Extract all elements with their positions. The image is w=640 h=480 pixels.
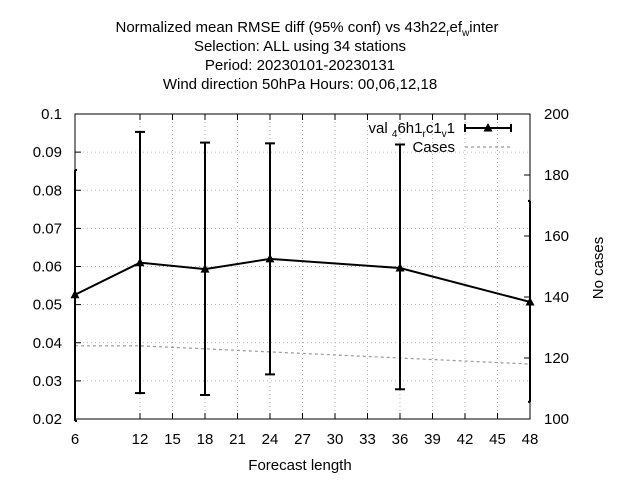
- y2-tick-label: 100: [544, 411, 569, 428]
- x-tick-label: 24: [262, 431, 279, 448]
- y-tick-label: 0.03: [33, 373, 62, 390]
- y-tick-label: 0.04: [33, 335, 62, 352]
- main-line: [74, 257, 531, 303]
- x-tick-label: 36: [392, 431, 409, 448]
- y-tick-label: 0.05: [33, 297, 62, 314]
- title-line-3: Period: 20230101-20230131: [205, 57, 395, 74]
- y2-axis-label: No cases: [590, 237, 607, 300]
- data-point-marker: [395, 263, 405, 272]
- x-tick-label: 30: [327, 431, 344, 448]
- legend-marker: [483, 123, 493, 132]
- data-point-marker: [135, 257, 145, 267]
- title-line-1: Normalized mean RMSE diff (95% conf) vs …: [116, 19, 499, 39]
- y-axis-ticks: 0.02 0.03 0.04 0.05 0.06 0.07 0.08 0.09 0.1: [33, 106, 81, 428]
- data-point-marker: [200, 264, 210, 273]
- legend-label-cases: Cases: [412, 139, 455, 156]
- title-line-2: Selection: ALL using 34 stations: [194, 38, 406, 55]
- grid-lines: [75, 114, 530, 419]
- y2-tick-label: 160: [544, 228, 569, 245]
- y2-tick-label: 180: [544, 167, 569, 184]
- x-tick-label: 33: [359, 431, 376, 448]
- y2-tick-label: 120: [544, 350, 569, 367]
- x-tick-label: 27: [294, 431, 311, 448]
- y2-axis-ticks: 100 120 140 160 180 200: [524, 106, 569, 428]
- x-tick-label: 45: [489, 431, 506, 448]
- x-tick-label: 21: [229, 431, 246, 448]
- x-tick-label: 18: [197, 431, 214, 448]
- x-tick-label: 39: [424, 431, 441, 448]
- y2-tick-label: 140: [544, 289, 569, 306]
- data-point-marker: [70, 289, 80, 299]
- y-tick-label: 0.02: [33, 411, 62, 428]
- x-tick-label: 48: [522, 431, 539, 448]
- y-tick-label: 0.1: [41, 106, 62, 123]
- x-tick-label: 15: [164, 431, 181, 448]
- data-point-marker: [265, 253, 275, 263]
- legend-label-series: val 46h1rc1v1: [369, 120, 455, 140]
- error-bars: [74, 130, 531, 422]
- y-tick-label: 0.09: [33, 144, 62, 161]
- x-tick-label: 12: [132, 431, 149, 448]
- x-axis-label: Forecast length: [248, 457, 351, 474]
- main-series: [70, 253, 535, 306]
- x-tick-label: 42: [457, 431, 474, 448]
- x-tick-label: 6: [71, 431, 79, 448]
- y-tick-label: 0.08: [33, 182, 62, 199]
- chart-title: Normalized mean RMSE diff (95% conf) vs …: [116, 19, 499, 93]
- x-axis-ticks: 6 12 15 18 21 24 27 30 33 36 39 42 45 48: [71, 114, 539, 448]
- data-point-marker: [525, 296, 535, 306]
- y-tick-label: 0.07: [33, 220, 62, 237]
- y-tick-label: 0.06: [33, 259, 62, 276]
- y2-tick-label: 200: [544, 106, 569, 123]
- cases-line: [75, 345, 531, 365]
- title-line-4: Wind direction 50hPa Hours: 00,06,12,18: [163, 76, 437, 93]
- cases-series: [75, 345, 531, 365]
